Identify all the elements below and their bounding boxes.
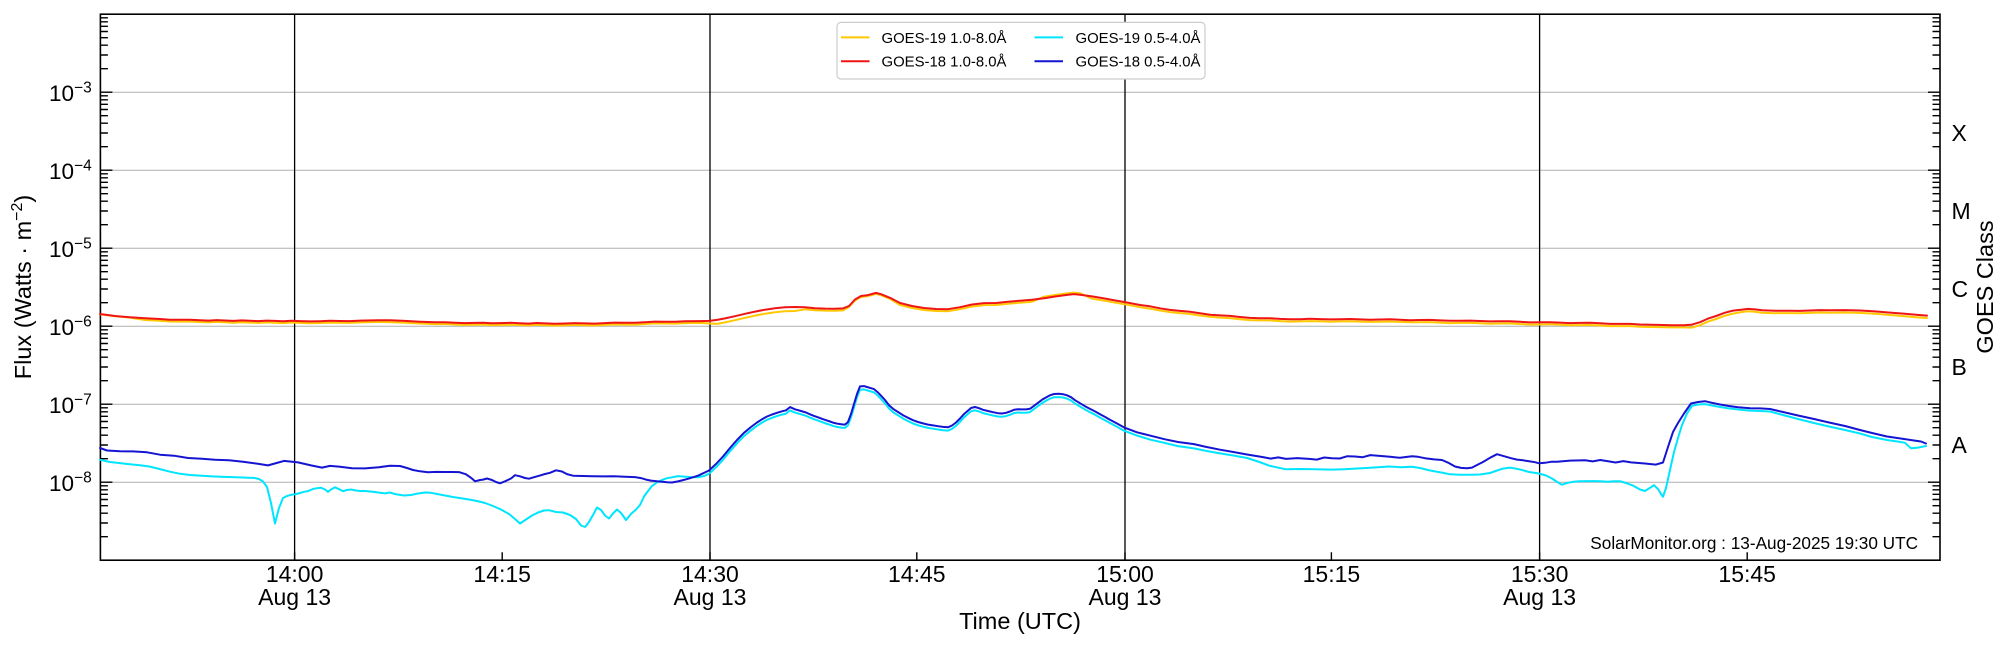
svg-text:GOES-19 1.0-8.0Å: GOES-19 1.0-8.0Å xyxy=(882,30,1007,47)
svg-text:15:00: 15:00 xyxy=(1096,561,1154,587)
svg-text:Aug 13: Aug 13 xyxy=(258,584,331,610)
svg-text:GOES-19 0.5-4.0Å: GOES-19 0.5-4.0Å xyxy=(1076,30,1201,47)
svg-text:Time (UTC): Time (UTC) xyxy=(959,608,1081,634)
svg-text:10−3: 10−3 xyxy=(49,80,92,107)
svg-text:14:30: 14:30 xyxy=(681,561,739,587)
svg-text:M: M xyxy=(1952,198,1971,224)
svg-text:14:45: 14:45 xyxy=(888,561,946,587)
svg-text:X: X xyxy=(1952,120,1967,146)
svg-text:GOES-18 1.0-8.0Å: GOES-18 1.0-8.0Å xyxy=(882,54,1007,71)
svg-text:15:30: 15:30 xyxy=(1511,561,1569,587)
svg-text:15:45: 15:45 xyxy=(1718,561,1776,587)
svg-text:Aug 13: Aug 13 xyxy=(1089,584,1162,610)
svg-text:Aug 13: Aug 13 xyxy=(674,584,747,610)
svg-text:14:00: 14:00 xyxy=(266,561,324,587)
svg-text:SolarMonitor.org : 13-Aug-2025: SolarMonitor.org : 13-Aug-2025 19:30 UTC xyxy=(1590,533,1918,553)
svg-text:14:15: 14:15 xyxy=(473,561,531,587)
svg-text:GOES-18 0.5-4.0Å: GOES-18 0.5-4.0Å xyxy=(1076,54,1201,71)
svg-text:Aug 13: Aug 13 xyxy=(1503,584,1576,610)
svg-text:C: C xyxy=(1952,276,1969,302)
svg-text:B: B xyxy=(1952,354,1967,380)
svg-text:15:15: 15:15 xyxy=(1303,561,1361,587)
svg-text:Flux (Watts · m−2): Flux (Watts · m−2) xyxy=(9,195,36,379)
svg-text:GOES Class: GOES Class xyxy=(1972,220,1998,353)
svg-text:A: A xyxy=(1952,432,1968,458)
svg-text:10−7: 10−7 xyxy=(49,392,92,419)
